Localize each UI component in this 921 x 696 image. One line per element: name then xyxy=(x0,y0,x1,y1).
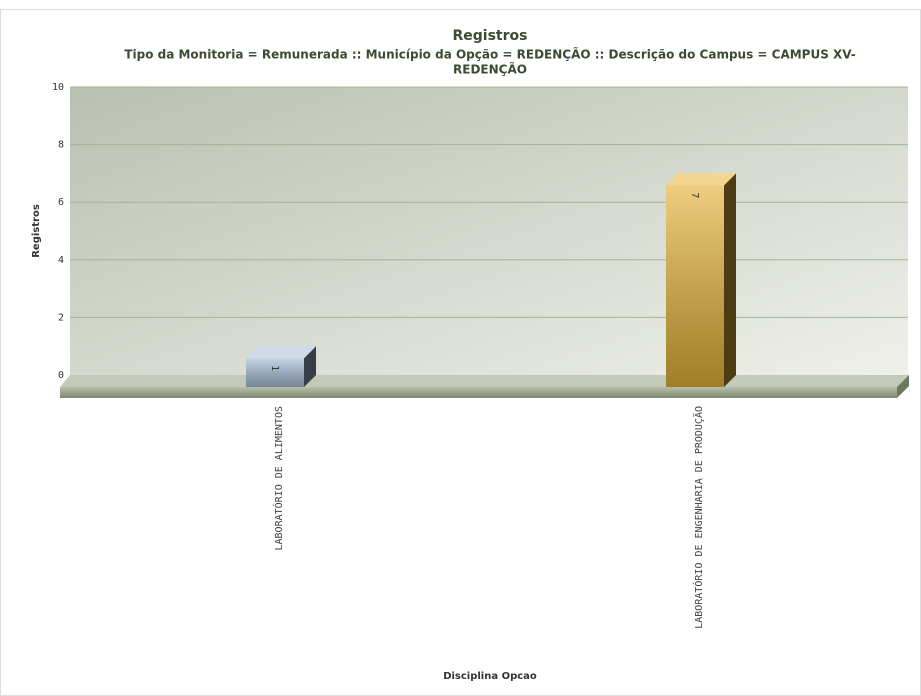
chart-subtitle: Tipo da Monitoria = Remunerada :: Municí… xyxy=(124,47,855,62)
data-label: 7 xyxy=(689,192,700,198)
floor-front xyxy=(60,387,897,398)
bar-shade xyxy=(246,358,304,387)
y-tick-label: 6 xyxy=(58,197,64,208)
bar-side-shade xyxy=(304,346,316,387)
y-tick-label: 4 xyxy=(58,255,64,266)
x-tick-label: LABORATÓRIO DE ENGENHARIA DE PRODUÇÃO xyxy=(692,406,705,629)
bar-shade xyxy=(666,185,724,387)
plot-wall xyxy=(70,87,908,375)
data-label: 1 xyxy=(269,365,280,371)
chart-subtitle: REDENÇÃO xyxy=(453,62,527,77)
chart-title: Registros xyxy=(453,28,528,44)
floor-side xyxy=(897,375,909,398)
bar-top-shade xyxy=(666,173,736,186)
y-tick-label: 0 xyxy=(58,370,64,381)
x-axis-label: Disciplina Opcao xyxy=(443,671,537,682)
y-tick-label: 8 xyxy=(58,140,64,151)
bar-side xyxy=(304,346,316,387)
floor-top xyxy=(60,375,909,387)
bar-top xyxy=(666,173,736,186)
bar-top xyxy=(246,346,316,359)
bar-top-shade xyxy=(246,346,316,359)
y-axis-label: Registros xyxy=(31,204,42,258)
x-tick-label: LABORATÓRIO DE ALIMENTOS xyxy=(272,406,285,551)
y-tick-label: 2 xyxy=(58,312,64,323)
y-tick-label: 10 xyxy=(52,82,64,93)
bar-side xyxy=(724,173,736,387)
bar-side-shade xyxy=(724,173,736,387)
